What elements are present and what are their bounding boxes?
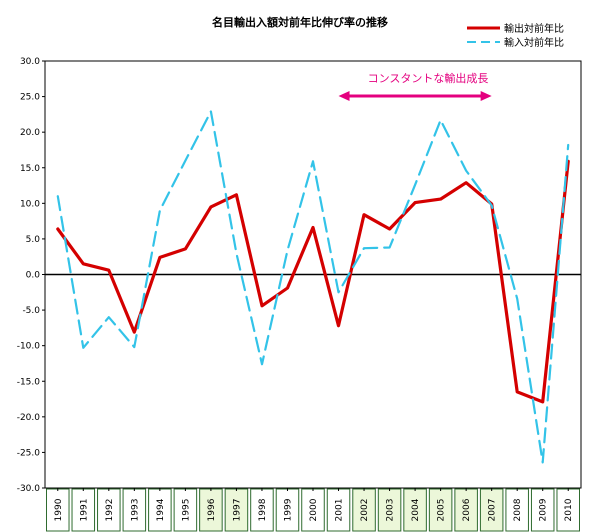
- x-tick-label: 2001: [335, 499, 345, 522]
- x-tick-label: 1997: [232, 499, 242, 522]
- x-tick-label: 1999: [283, 498, 293, 521]
- legend-label-import: 輸入対前年比: [504, 36, 564, 49]
- x-tick-label: 1991: [79, 499, 89, 522]
- chart-title: 名目輸出入額対前年比伸び率の推移: [212, 15, 388, 29]
- y-tick-label: 5.0: [26, 235, 41, 245]
- x-tick-label: 2007: [488, 499, 498, 522]
- x-tick-label: 1992: [105, 499, 115, 522]
- x-tick-label: 1993: [130, 499, 140, 522]
- x-tick-label: 1998: [258, 498, 268, 521]
- x-tick-label: 2006: [462, 498, 472, 521]
- x-tick-label: 2009: [539, 498, 549, 521]
- annotation: コンスタントな輸出成長: [338, 71, 492, 101]
- plot-area: -30.0 -25.0 -20.0 -15.0 -10.0 -5.0 0.0 5.0 10.0 1…: [17, 57, 582, 532]
- y-tick-label: 25.0: [20, 93, 40, 103]
- y-tick-label: -10.0: [17, 342, 41, 352]
- x-tick-label: 1990: [54, 498, 64, 521]
- y-tick-label: -25.0: [17, 448, 41, 458]
- annotation-text: コンスタントな輸出成長: [368, 71, 489, 85]
- annotation-arrow-left: [338, 91, 350, 101]
- x-tick-label: 2005: [437, 499, 447, 522]
- x-tick-label: 1996: [207, 498, 217, 521]
- x-tick-label: 1995: [181, 499, 191, 522]
- x-tick-label: 1994: [156, 498, 166, 521]
- y-tick-label: -15.0: [17, 377, 41, 387]
- annotation-arrow-right: [480, 91, 492, 101]
- x-tick-label: 2010: [564, 498, 574, 521]
- y-tick-label: -30.0: [17, 484, 41, 494]
- y-tick-label: -20.0: [17, 413, 41, 423]
- x-tick-label: 2002: [360, 499, 370, 522]
- series-line-export: [56, 159, 570, 404]
- x-tick-label: 2004: [411, 498, 421, 521]
- x-tick-label: 2000: [309, 498, 319, 521]
- y-tick-label: -5.0: [22, 306, 40, 316]
- y-tick-label: 0.0: [26, 271, 41, 281]
- y-tick-label: 20.0: [20, 128, 40, 138]
- y-tick-label: 30.0: [20, 57, 40, 67]
- x-tick-label: 2003: [386, 499, 396, 522]
- y-tick-label: 10.0: [20, 199, 40, 209]
- legend-label-export: 輸出対前年比: [504, 22, 564, 35]
- legend: 輸出対前年比 輸入対前年比: [467, 22, 564, 49]
- series-line-import: [56, 110, 570, 464]
- x-tick-label: 2008: [513, 498, 523, 521]
- y-tick-label: 15.0: [20, 164, 40, 174]
